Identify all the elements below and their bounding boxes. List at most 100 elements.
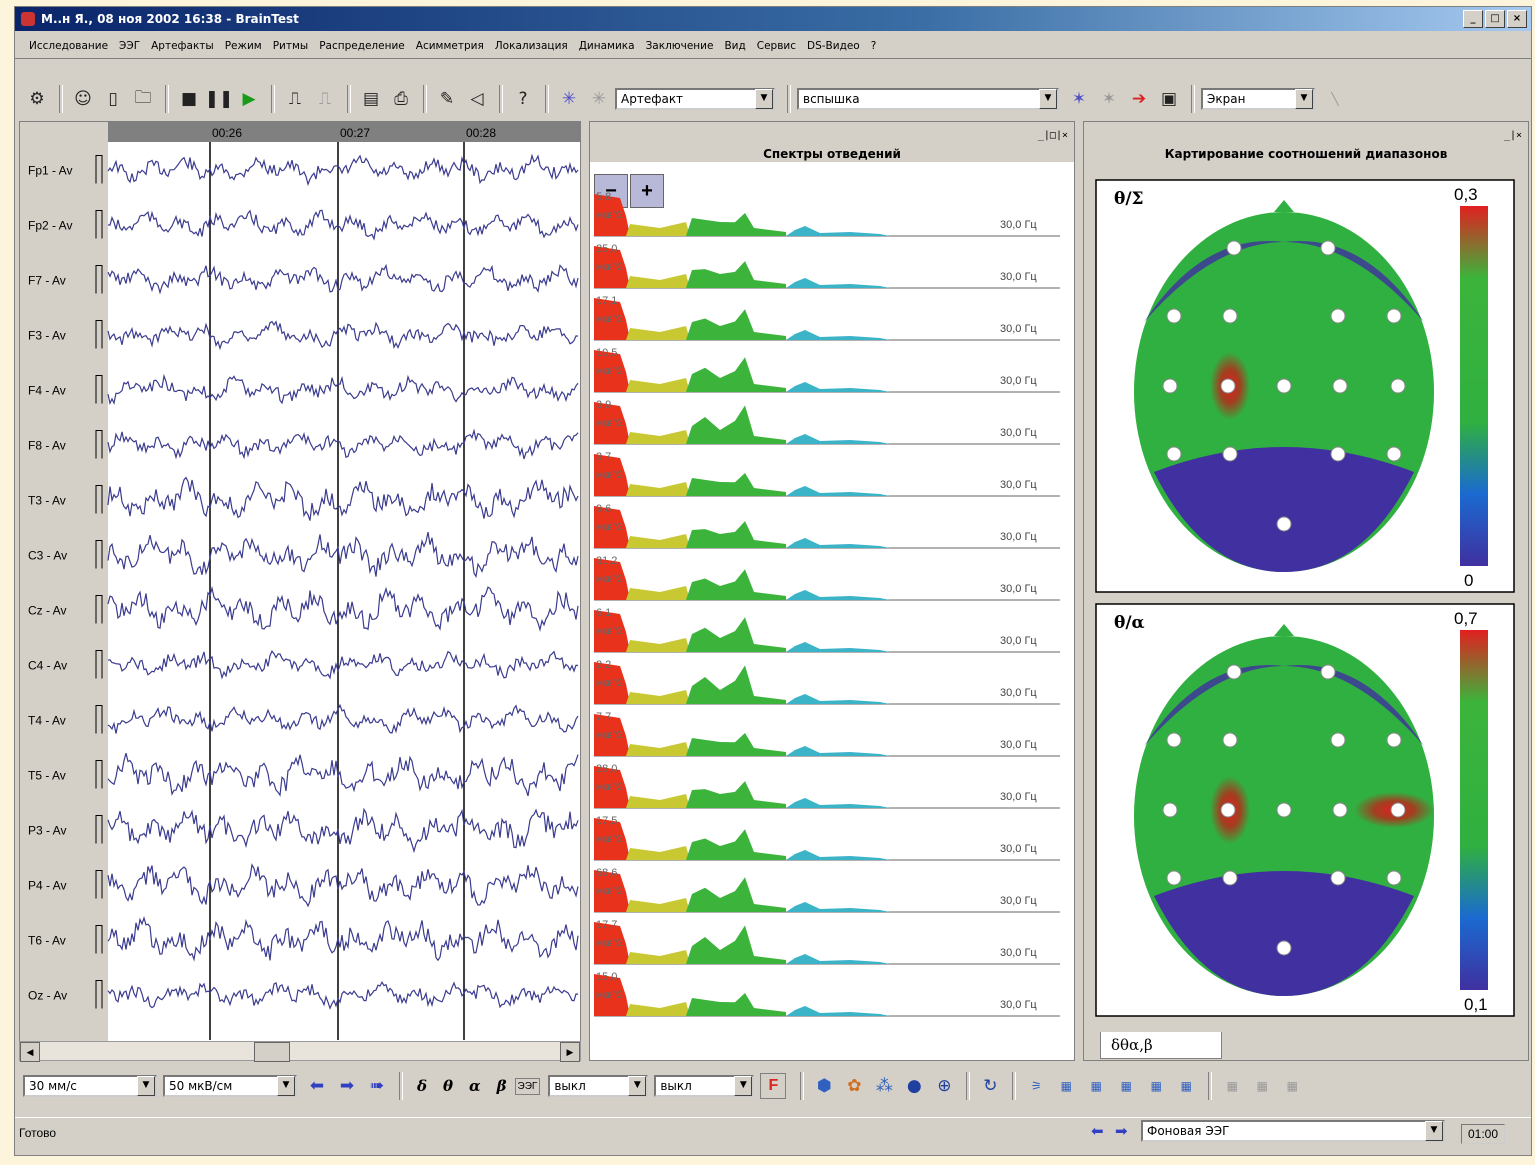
pause-icon[interactable]: ❚❚ (204, 89, 234, 109)
f-button[interactable]: F (760, 1073, 787, 1099)
scroll-right-icon[interactable]: ▶ (560, 1042, 580, 1062)
calibration-mark (95, 705, 103, 734)
spectrum-value: 9,6 (596, 503, 611, 515)
stop-icon[interactable]: ■ (180, 89, 198, 109)
alpha-band (686, 213, 786, 236)
alpha-band (686, 569, 786, 600)
menu-item[interactable]: Заключение (645, 39, 714, 52)
window-icon[interactable]: ▣ (1160, 89, 1178, 109)
arrow-stim-icon[interactable]: ➔ (1131, 89, 1147, 109)
beta-button[interactable]: β (496, 1077, 507, 1095)
chevron-down-icon: ▼ (277, 1076, 295, 1096)
eeg-button[interactable]: ЭЭГ (514, 1077, 541, 1095)
channel-label: T4 - Av (28, 714, 66, 728)
alpha-band (686, 405, 786, 444)
electrode-dot (1222, 870, 1238, 886)
patient-icon[interactable]: ⚙ (29, 89, 45, 109)
channel-label: P3 - Av (28, 824, 66, 838)
prev-icon[interactable]: ⬅ (1091, 1123, 1104, 1140)
theta-button[interactable]: θ (443, 1077, 454, 1095)
analysis-icon[interactable]: ⚞ (1030, 1079, 1042, 1093)
spectrum-unit: мкв^2 (596, 210, 623, 221)
eeg-scrollbar[interactable]: ◀ ▶ (19, 1041, 581, 1062)
menu-item[interactable]: Исследование (29, 39, 109, 52)
theta-band (626, 430, 690, 444)
output-select[interactable]: Экран ▼ (1201, 88, 1315, 110)
person-icon[interactable]: ☺ (74, 89, 92, 109)
menu-item[interactable]: Артефакты (151, 39, 214, 52)
sphere-icon[interactable]: ● (906, 1076, 922, 1096)
coh3-icon[interactable]: ▦ (1120, 1079, 1133, 1093)
speed-select[interactable]: 30 мм/с ▼ (23, 1075, 157, 1097)
print-icon[interactable]: ⎙ (394, 89, 408, 109)
scroll-thumb[interactable] (254, 1042, 290, 1062)
edit-icon[interactable]: ✎ (439, 89, 455, 109)
minimize-button[interactable]: _ (1463, 10, 1483, 28)
calibration-mark (95, 760, 103, 789)
theta-band (626, 482, 690, 496)
stim-off-icon[interactable]: ✶ (1101, 89, 1117, 109)
preview-icon[interactable]: ▤ (362, 89, 380, 109)
panel-close-icon[interactable]: _|× (1503, 130, 1522, 141)
arrow-left-icon[interactable]: ⬅ (309, 1076, 325, 1096)
close-button[interactable]: × (1507, 10, 1527, 28)
marker-icon[interactable]: ◁ (470, 89, 484, 109)
menu-item[interactable]: ЭЭГ (119, 39, 141, 52)
panel-close-icon[interactable]: _|□|× (1037, 130, 1068, 141)
ring-icon[interactable]: ✿ (847, 1076, 862, 1096)
grid-icon[interactable]: ⁂ (875, 1076, 893, 1096)
scroll-left-icon[interactable]: ◀ (20, 1042, 40, 1062)
next-icon[interactable]: ➡ (1115, 1123, 1128, 1140)
artifact-icon[interactable]: ✳ (561, 89, 577, 109)
menu-item[interactable]: Динамика (578, 39, 635, 52)
zoom-in-button[interactable]: + (630, 174, 664, 208)
map-icon[interactable]: ⬢ (816, 1076, 832, 1096)
stimulus-select[interactable]: вспышка ▼ (797, 88, 1059, 110)
alpha-band (686, 993, 786, 1016)
electrode-dot (1276, 802, 1292, 818)
menu-item[interactable]: Ритмы (272, 39, 309, 52)
refresh-icon[interactable]: ↻ (983, 1076, 998, 1096)
spectrum-unit: мкв^2 (596, 574, 623, 585)
menu-item[interactable]: Локализация (494, 39, 568, 52)
alpha-button[interactable]: α (469, 1077, 481, 1095)
menu-item[interactable]: Распределение (319, 39, 405, 52)
eeg-trace (108, 209, 579, 241)
mode-select[interactable]: Фоновая ЭЭГ ▼ (1141, 1120, 1445, 1142)
filter2-select[interactable]: выкл ▼ (654, 1075, 755, 1097)
filter1-select[interactable]: выкл ▼ (548, 1075, 649, 1097)
menu-item[interactable]: Вид (724, 39, 746, 52)
menu-item[interactable]: ? (870, 39, 877, 52)
scale-min: 0,1 (1464, 995, 1488, 1014)
artifact-select[interactable]: Артефакт ▼ (615, 88, 775, 110)
coh4-icon[interactable]: ▦ (1150, 1079, 1163, 1093)
pulse-icon[interactable]: ⎍ (289, 89, 301, 109)
arrow-right-icon[interactable]: ➡ (339, 1076, 355, 1096)
band-tab[interactable]: δθα,β (1100, 1032, 1222, 1059)
maximize-button[interactable]: □ (1485, 10, 1505, 28)
sensitivity-select[interactable]: 50 мкВ/см ▼ (163, 1075, 297, 1097)
globe-icon[interactable]: ⊕ (937, 1076, 952, 1096)
help-icon[interactable]: ? (518, 89, 528, 109)
coh5-icon[interactable]: ▦ (1180, 1079, 1193, 1093)
spectrum-unit: мкв^2 (596, 834, 623, 845)
menu-item[interactable]: Асимметрия (415, 39, 484, 52)
coh-icon[interactable]: ▦ (1060, 1079, 1073, 1093)
play-icon[interactable]: ▶ (242, 89, 256, 109)
menu-item[interactable]: DS-Видео (807, 39, 860, 52)
menu-item[interactable]: Режим (224, 39, 262, 52)
fast-forward-icon[interactable]: ➠ (369, 1076, 385, 1096)
delta-button[interactable]: δ (417, 1077, 428, 1095)
artifact-off-icon[interactable]: ✳ (591, 89, 607, 109)
eeg-traces[interactable]: 00:26 00:27 00:28 Fp1 - Av Fp2 - Av F7 - Av F3… (20, 122, 580, 1060)
open-folder-icon[interactable]: 🗀 (134, 87, 152, 108)
new-file-icon[interactable]: ▯ (108, 89, 118, 109)
stim-icon[interactable]: ✶ (1071, 89, 1087, 109)
pointer-icon[interactable]: ╲ (1331, 92, 1339, 106)
delta-band (594, 402, 630, 444)
pulse-off-icon[interactable]: ⎍ (319, 89, 331, 109)
coh2-icon[interactable]: ▦ (1090, 1079, 1103, 1093)
menu-item[interactable]: Сервис (756, 39, 796, 52)
beta-band (786, 954, 890, 964)
spectra-chart: 5,8 мкв^2 30,0 Гц 25,0 мкв^2 30,0 Гц 17,1 мкв^2… (594, 191, 1060, 1017)
